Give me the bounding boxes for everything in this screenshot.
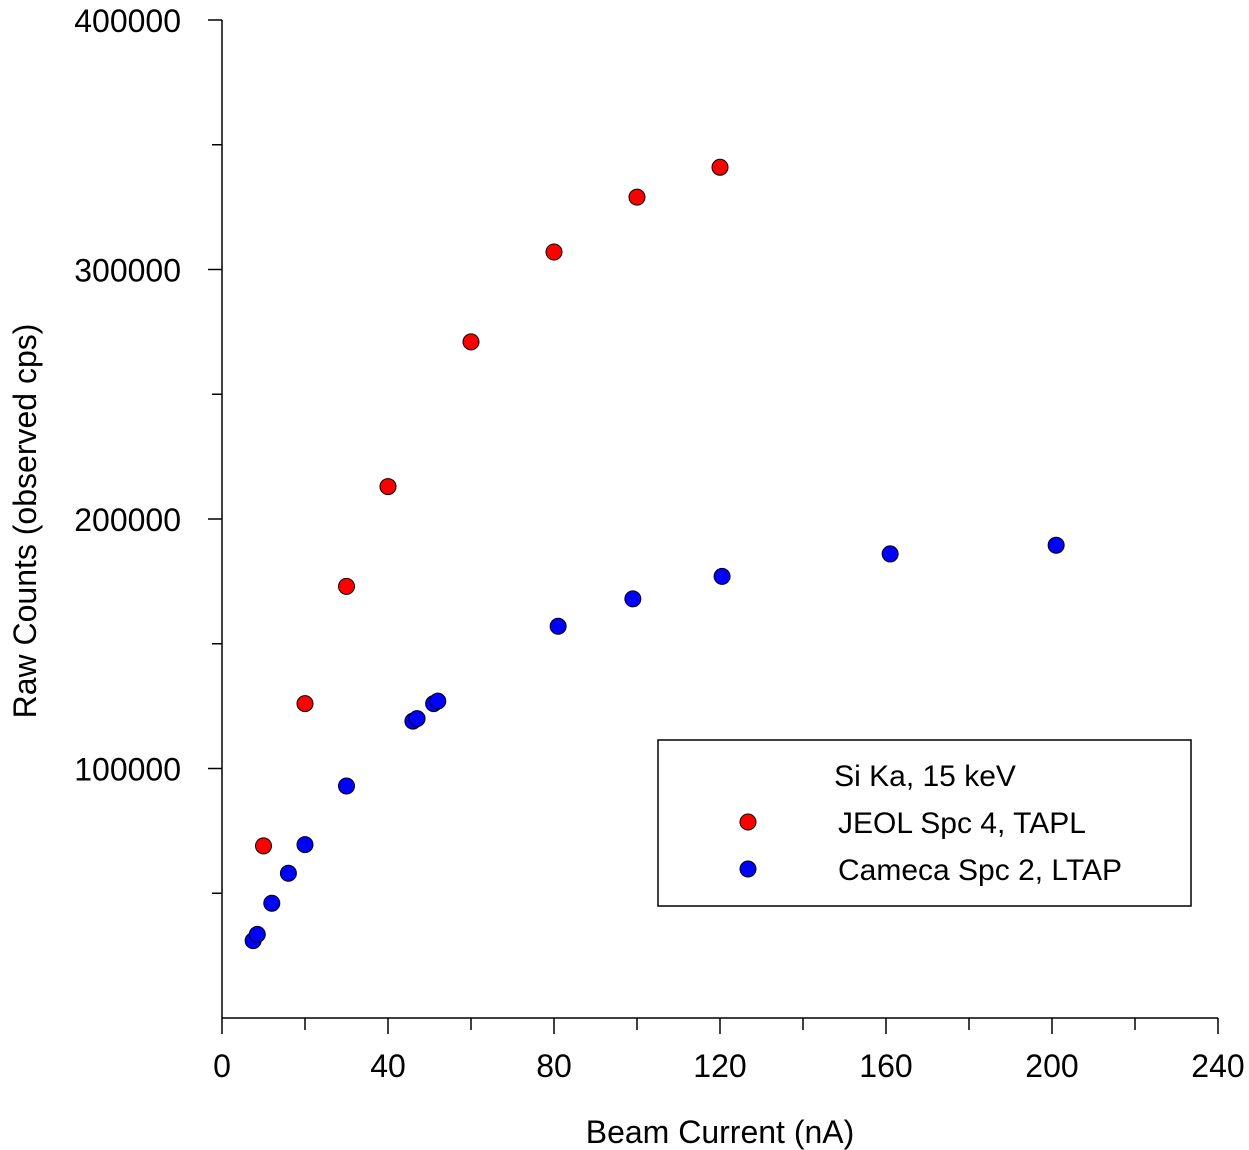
data-point (429, 692, 447, 710)
data-point (881, 545, 899, 563)
data-point (379, 478, 397, 496)
x-tick-label: 120 (693, 1048, 746, 1084)
legend-label-jeol: JEOL Spc 4, TAPL (838, 807, 1086, 840)
x-tick-label: 0 (213, 1048, 231, 1084)
data-point (545, 243, 563, 261)
x-tick-label: 40 (370, 1048, 406, 1084)
data-point (711, 158, 729, 176)
series-jeol (255, 158, 729, 855)
x-tick-label: 160 (859, 1048, 912, 1084)
data-point (713, 567, 731, 585)
data-point (248, 925, 266, 943)
legend-marker-cameca (739, 860, 757, 878)
data-point (296, 695, 314, 713)
legend: Si Ka, 15 keV JEOL Spc 4, TAPL Cameca Spc… (657, 739, 1192, 907)
axes: 0 40 80 120 160 200 240 100000 200000 300000 40000… (74, 3, 1244, 1084)
y-tick-label: 400000 (74, 3, 181, 39)
x-tick-label: 80 (536, 1048, 572, 1084)
data-point (296, 836, 314, 854)
legend-title: Si Ka, 15 keV (834, 760, 1016, 793)
x-tick-label: 240 (1191, 1048, 1244, 1084)
data-point (263, 894, 281, 912)
series-cameca (244, 536, 1065, 950)
y-axis-title: Raw Counts (observed cps) (7, 324, 43, 719)
data-point (279, 864, 297, 882)
legend-marker-jeol (739, 813, 757, 831)
data-point (338, 777, 355, 795)
y-tick-label: 300000 (74, 253, 181, 289)
legend-label-cameca: Cameca Spc 2, LTAP (838, 854, 1122, 887)
data-point (628, 188, 646, 206)
data-point (408, 710, 426, 728)
x-tick-label: 200 (1025, 1048, 1078, 1084)
x-axis-title: Beam Current (nA) (586, 1114, 855, 1150)
data-point (462, 333, 480, 351)
data-point (624, 590, 642, 608)
data-point (338, 577, 355, 595)
data-point (1047, 536, 1065, 554)
y-tick-label: 200000 (74, 502, 181, 538)
y-tick-label: 100000 (74, 752, 181, 788)
data-points (244, 158, 1065, 950)
data-point (255, 837, 272, 855)
data-point (549, 617, 567, 635)
